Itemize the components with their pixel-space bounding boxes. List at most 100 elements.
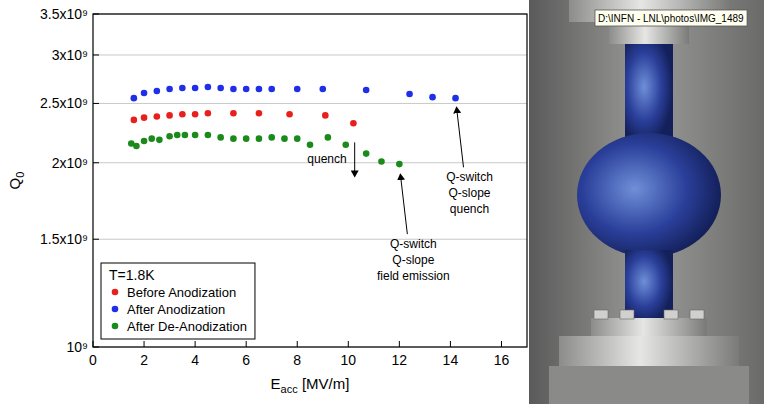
data-point — [174, 132, 181, 139]
x-tick — [297, 341, 298, 347]
y-tick-label: 3.5x10⁹ — [40, 6, 88, 22]
x-tick — [501, 341, 502, 347]
data-point — [243, 86, 250, 93]
y-tick — [93, 103, 99, 104]
y-tick-label: 10⁹ — [66, 339, 88, 355]
y-tick-label: 3x10⁹ — [52, 47, 88, 63]
data-point — [166, 86, 173, 93]
grid-line — [93, 54, 527, 55]
bottom-plate — [559, 336, 739, 366]
data-point — [342, 141, 349, 148]
x-tick — [348, 341, 349, 347]
data-point — [268, 86, 275, 93]
x-tick — [450, 341, 451, 347]
data-point — [179, 85, 186, 92]
data-point — [319, 86, 326, 93]
annotation: quench — [307, 152, 346, 166]
data-point — [286, 111, 293, 118]
y-tick-label: 1.5x10⁹ — [40, 231, 88, 247]
bolt — [594, 310, 608, 319]
bottom-flange — [591, 318, 707, 336]
data-point — [378, 158, 385, 165]
data-point — [294, 86, 301, 93]
data-point — [182, 132, 189, 139]
legend-title: T=1.8K — [109, 267, 155, 283]
data-point — [230, 110, 237, 117]
data-point — [205, 132, 212, 139]
legend-label: After Anodization — [127, 302, 225, 317]
points — [128, 84, 459, 168]
plot-frame — [93, 14, 527, 347]
data-point — [192, 132, 199, 139]
data-point — [217, 134, 224, 141]
data-point — [256, 86, 263, 93]
grid-line — [93, 103, 527, 104]
grid — [93, 14, 527, 347]
data-point — [294, 135, 301, 142]
annotation: Q-switchQ-slopequench — [446, 170, 493, 216]
x-tick — [399, 341, 400, 347]
data-point — [192, 85, 199, 92]
photo: D:\INFN - LNL\photos\IMG_1489 — [529, 0, 764, 404]
figure: 10⁹1.5x10⁹2x10⁹2.5x10⁹3x10⁹3.5x10⁹024681… — [0, 0, 764, 404]
tooltip-box — [595, 10, 747, 26]
data-point — [133, 143, 140, 150]
data-point — [350, 120, 357, 127]
data-point — [131, 95, 138, 102]
x-tick-label: 6 — [242, 352, 250, 368]
x-tick — [144, 341, 145, 347]
y-tick-label: 2.5x10⁹ — [40, 95, 88, 111]
data-point — [148, 135, 155, 142]
x-tick-label: 14 — [443, 352, 459, 368]
x-tick-label: 12 — [392, 352, 408, 368]
bolt — [690, 310, 704, 319]
x-tick-label: 16 — [494, 352, 510, 368]
annotation-arrow — [354, 142, 355, 176]
legend-box — [101, 263, 255, 339]
x-axis-title: Eacc [MV/m] — [271, 375, 350, 395]
data-point — [141, 138, 148, 145]
x-tick-label: 8 — [293, 352, 301, 368]
data-point — [322, 112, 329, 119]
x-tick-label: 4 — [191, 352, 199, 368]
annotation-arrow — [400, 174, 407, 234]
x-tick-label: 10 — [341, 352, 357, 368]
legend-label: Before Anodization — [127, 285, 236, 300]
y-axis-title: Q0 — [6, 172, 26, 190]
data-point — [154, 113, 161, 120]
legend-marker — [112, 289, 119, 296]
beam-pipe-top — [625, 44, 673, 139]
data-point — [256, 135, 263, 142]
data-point — [452, 95, 459, 102]
data-point — [205, 84, 212, 91]
data-point — [268, 134, 275, 141]
beam-pipe-bottom — [625, 250, 673, 320]
data-point — [230, 86, 237, 93]
data-point — [217, 85, 224, 92]
background — [0, 0, 764, 404]
data-point — [192, 111, 199, 118]
data-point — [154, 88, 161, 95]
legend-marker — [112, 306, 119, 313]
bolt — [620, 310, 634, 319]
legend: T=1.8K Before Anodization After Anodizatio… — [101, 263, 255, 339]
grid-line — [93, 239, 527, 240]
data-point — [166, 112, 173, 119]
x-tick — [195, 341, 196, 347]
data-point — [256, 110, 263, 117]
data-point — [156, 137, 163, 144]
annotation: Q-switchQ-slopefield emission — [377, 237, 450, 283]
data-point — [131, 117, 138, 124]
data-point — [141, 90, 148, 97]
data-point — [230, 135, 237, 142]
y-tick — [93, 239, 99, 240]
tooltip-text: D:\INFN - LNL\photos\IMG_1489 — [598, 13, 744, 24]
base — [549, 366, 749, 404]
data-point — [325, 134, 332, 141]
data-point — [363, 87, 370, 94]
y-tick — [93, 162, 99, 163]
data-point — [166, 133, 173, 140]
legend-label: After De-Anodization — [127, 319, 247, 334]
data-point — [406, 91, 413, 98]
y-tick-label: 2x10⁹ — [52, 155, 88, 171]
